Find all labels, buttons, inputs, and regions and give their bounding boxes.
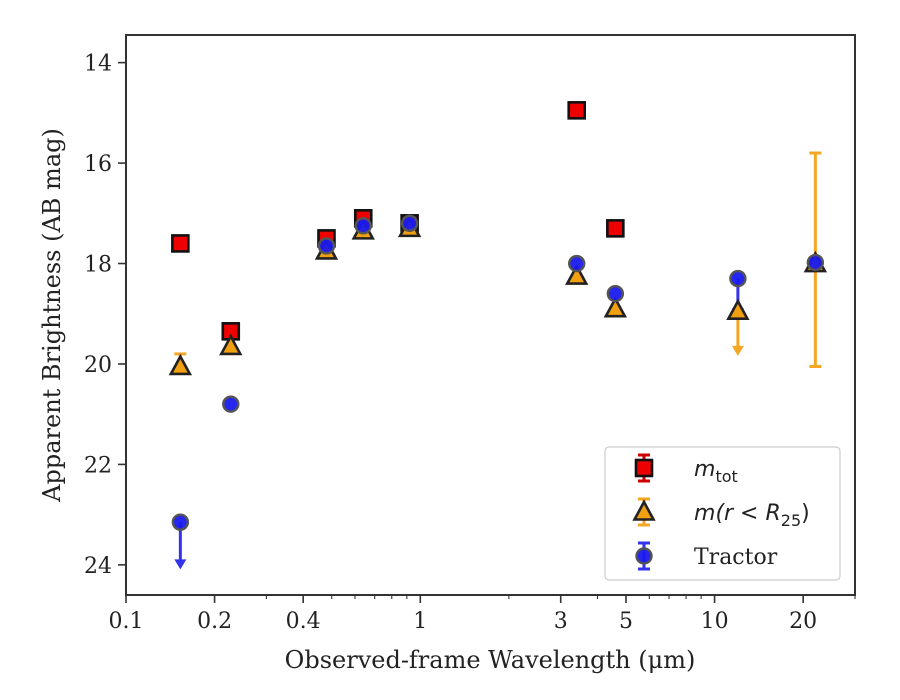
x-tick-label: 0.1 <box>109 609 144 634</box>
y-tick-label: 18 <box>84 253 112 278</box>
legend-marker-mtot <box>634 458 654 478</box>
legend-label-italic: m <box>694 501 715 526</box>
mtot-point <box>606 219 625 238</box>
x-tick-label: 3 <box>554 609 568 634</box>
x-tick-label: 5 <box>619 609 633 634</box>
x-axis-label: Observed-frame Wavelength (μm) <box>285 646 696 674</box>
x-tick-label: 10 <box>701 609 729 634</box>
legend-label-text: Tractor <box>694 545 778 570</box>
mr25-point <box>565 263 589 285</box>
y-tick-label: 14 <box>84 52 112 77</box>
mtot-point <box>171 234 190 253</box>
legend-label-rest: (r < R <box>715 501 780 526</box>
tractor-point <box>317 237 336 255</box>
y-tick-label: 22 <box>84 453 112 478</box>
legend-label-mr25: m(r < R25) <box>694 501 810 530</box>
legend-label-italic: m <box>694 457 715 482</box>
legend-marker-tractor <box>635 547 653 565</box>
y-tick-label: 24 <box>84 554 112 579</box>
x-tick-label: 1 <box>413 609 427 634</box>
legend-box <box>604 446 841 581</box>
legend-label-subscript: 25 <box>781 511 801 530</box>
tractor-point <box>568 254 586 273</box>
y-tick-label: 16 <box>84 152 112 177</box>
tractor-point <box>806 253 825 272</box>
tractor-upper-limit-arrow-head <box>174 559 187 570</box>
mr25-point <box>726 298 750 321</box>
mr25-upper-limit-arrow-head <box>731 345 744 356</box>
tractor-point <box>606 284 625 303</box>
tractor-point <box>729 269 747 288</box>
legend-label-tractor: Tractor <box>694 545 778 570</box>
x-tick-label: 0.4 <box>286 609 321 634</box>
legend-label-close-paren: ) <box>801 501 810 526</box>
tractor-point <box>400 214 419 233</box>
y-tick-label: 20 <box>84 353 112 378</box>
plot-frame <box>125 34 856 596</box>
mtot-point <box>567 101 587 120</box>
legend-marker-mr25 <box>632 499 656 521</box>
legend-label-subscript: tot <box>715 467 737 486</box>
mr25-point <box>219 333 243 356</box>
tractor-point <box>171 513 190 531</box>
tractor-point <box>354 217 372 235</box>
mr25-point <box>168 353 193 376</box>
legend-label-mtot: mtot <box>694 457 738 486</box>
mr25-point <box>603 295 628 318</box>
y-axis-label: Apparent Brightness (AB mag) <box>38 128 66 503</box>
tractor-point <box>222 395 240 413</box>
x-tick-label: 0.2 <box>197 609 232 634</box>
x-tick-label: 20 <box>789 609 817 634</box>
